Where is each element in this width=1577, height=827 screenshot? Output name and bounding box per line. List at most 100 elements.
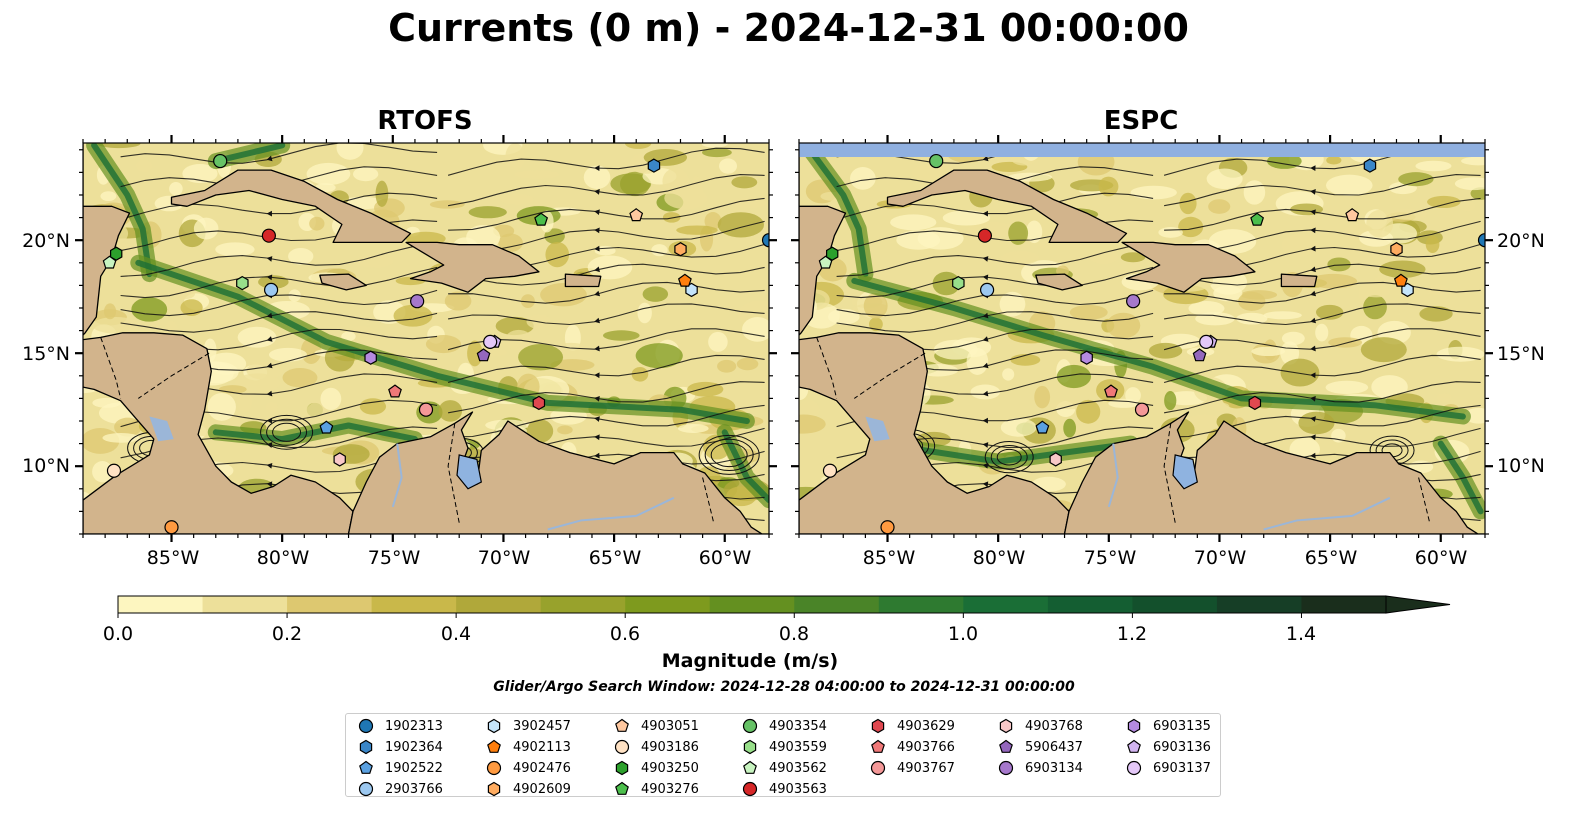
float-marker-1902313[interactable] <box>761 233 776 248</box>
float-marker-4903563[interactable] <box>977 228 992 243</box>
circle-marker-icon <box>358 781 374 797</box>
pentagon-marker-icon <box>615 781 629 795</box>
legend-marker-4902476[interactable] <box>486 760 502 776</box>
legend-item: 4903562 <box>740 758 827 778</box>
colorbar-segment <box>456 596 542 613</box>
pentagon-marker-icon <box>999 739 1013 753</box>
float-marker-4903629[interactable] <box>532 395 546 411</box>
float-marker-4903250[interactable] <box>826 246 839 261</box>
legend-marker-6903134[interactable] <box>998 760 1014 776</box>
float-marker-4903354[interactable] <box>213 153 228 169</box>
float-marker-2903766[interactable] <box>979 282 995 298</box>
colorbar-tick-label: 1.2 <box>1116 623 1148 645</box>
legend-marker-4903276[interactable] <box>615 781 629 795</box>
legend-marker-4902113[interactable] <box>487 739 501 753</box>
float-marker-4903766[interactable] <box>388 384 402 398</box>
legend-marker-2903766[interactable] <box>358 781 374 797</box>
float-marker-4903276[interactable] <box>534 212 549 226</box>
float-marker-6903134[interactable] <box>410 294 425 309</box>
legend-marker-6903135[interactable] <box>1127 718 1141 734</box>
legend-marker-4903186[interactable] <box>614 739 630 755</box>
float-marker-1902364[interactable] <box>647 158 661 173</box>
legend-label: 4903766 <box>897 739 955 755</box>
lat-label-right: 15°N <box>1497 343 1545 365</box>
legend-marker-4903250[interactable] <box>615 760 629 776</box>
lat-label-left: 10°N <box>22 455 70 477</box>
float-marker-4903051[interactable] <box>629 208 644 222</box>
float-marker-4903767[interactable] <box>1134 402 1150 417</box>
float-marker-4903250[interactable] <box>110 246 123 261</box>
float-marker-5906437[interactable] <box>1192 348 1207 362</box>
legend-marker-4903767[interactable] <box>870 760 886 776</box>
float-marker-4903559[interactable] <box>236 275 249 291</box>
float-marker-6903134[interactable] <box>1126 294 1141 309</box>
float-marker-6903135[interactable] <box>1080 350 1093 365</box>
legend-item: 4903767 <box>868 758 955 778</box>
circle-marker-icon <box>358 718 374 734</box>
legend-marker-3902457[interactable] <box>487 718 501 734</box>
pentagon-marker-icon <box>743 760 757 774</box>
float-marker-4903562[interactable] <box>102 255 117 269</box>
float-marker-4903563[interactable] <box>261 228 276 243</box>
float-marker-6903135[interactable] <box>364 350 377 365</box>
figure-title: Currents (0 m) - 2024-12-31 00:00:00 <box>388 6 1189 50</box>
float-marker-6903137[interactable] <box>1199 334 1214 349</box>
colorbar-tick-label: 1.4 <box>1285 623 1317 645</box>
legend-marker-6903137[interactable] <box>1126 760 1142 776</box>
pentagon-marker-icon <box>615 718 629 732</box>
search-window-note: Glider/Argo Search Window: 2024-12-28 04… <box>493 679 1075 695</box>
float-marker-1902522[interactable] <box>319 420 334 434</box>
colorbar-tick-label: 0.2 <box>271 623 303 645</box>
float-marker-4902476[interactable] <box>880 520 895 534</box>
float-marker-4902609[interactable] <box>1390 242 1403 257</box>
circle-marker-icon <box>742 718 758 734</box>
legend-item: 4902476 <box>484 758 571 778</box>
float-marker-4903354[interactable] <box>929 153 944 169</box>
legend-label: 4903051 <box>641 718 699 734</box>
float-marker-6903137[interactable] <box>483 334 498 349</box>
float-marker-4902113[interactable] <box>677 273 692 287</box>
float-marker-4903562[interactable] <box>818 255 833 269</box>
legend-marker-4903766[interactable] <box>871 739 885 753</box>
legend-marker-4903768[interactable] <box>999 718 1013 734</box>
float-marker-5906437[interactable] <box>476 348 491 362</box>
legend-marker-6903136[interactable] <box>1127 739 1141 753</box>
float-marker-1902364[interactable] <box>1363 158 1377 173</box>
legend-marker-4903629[interactable] <box>871 718 885 734</box>
circle-marker-icon <box>1126 760 1142 776</box>
colorbar-tick-label: 0.8 <box>778 623 810 645</box>
legend-marker-4903354[interactable] <box>742 718 758 734</box>
legend-marker-1902364[interactable] <box>359 739 373 755</box>
float-marker-4903629[interactable] <box>1248 395 1262 411</box>
legend-marker-1902522[interactable] <box>359 760 373 774</box>
float-marker-4903768[interactable] <box>333 452 346 467</box>
legend-marker-4903051[interactable] <box>615 718 629 732</box>
legend-item: 4903186 <box>612 737 699 757</box>
map-panel-espc[interactable] <box>781 133 1502 545</box>
float-marker-4903766[interactable] <box>1104 384 1118 398</box>
circle-marker-icon <box>486 760 502 776</box>
float-marker-1902522[interactable] <box>1035 420 1050 434</box>
float-marker-4903186[interactable] <box>106 463 122 478</box>
legend-marker-4903563[interactable] <box>742 781 758 797</box>
legend-marker-5906437[interactable] <box>999 739 1013 753</box>
legend-marker-4903559[interactable] <box>743 739 757 755</box>
legend-item: 1902364 <box>356 737 443 757</box>
float-marker-1902313[interactable] <box>1477 233 1492 248</box>
float-marker-4903768[interactable] <box>1049 452 1062 467</box>
map-panel-rtofs[interactable] <box>65 135 784 542</box>
float-marker-4903051[interactable] <box>1345 208 1360 222</box>
legend-marker-4902609[interactable] <box>487 781 501 797</box>
lon-label: 85°W <box>146 547 200 569</box>
float-marker-4903276[interactable] <box>1250 212 1265 226</box>
colorbar-segment <box>794 596 880 613</box>
float-marker-2903766[interactable] <box>263 282 279 298</box>
float-marker-4903186[interactable] <box>822 463 838 478</box>
float-marker-4902113[interactable] <box>1393 273 1408 287</box>
float-marker-4902609[interactable] <box>674 242 687 257</box>
float-marker-4903767[interactable] <box>418 402 434 417</box>
float-marker-4902476[interactable] <box>164 520 179 534</box>
legend-marker-4903562[interactable] <box>743 760 757 774</box>
legend-marker-1902313[interactable] <box>358 718 374 734</box>
float-marker-4903559[interactable] <box>952 275 965 291</box>
